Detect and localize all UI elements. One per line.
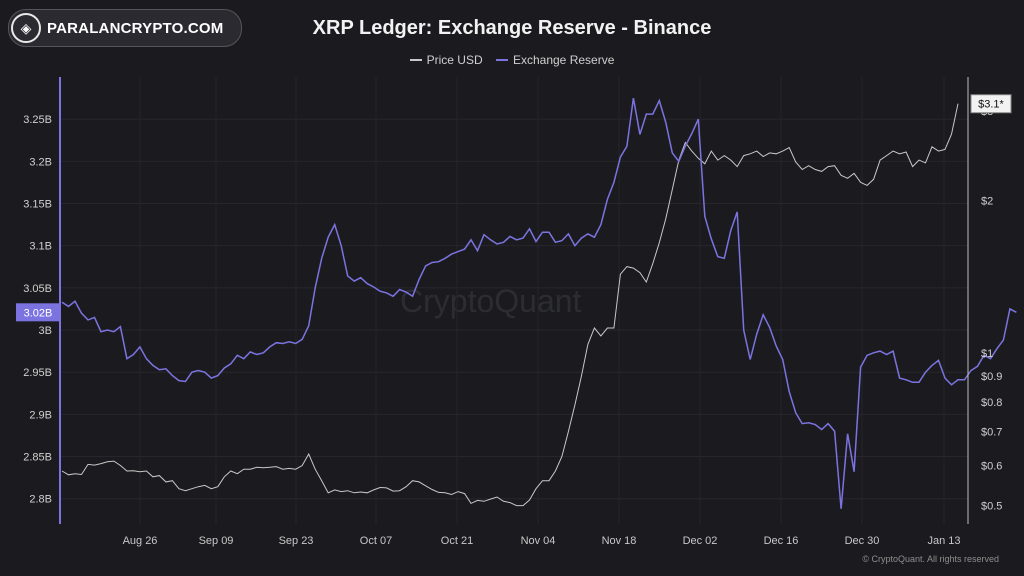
y-left-tick-label: 3.1B bbox=[29, 241, 52, 253]
y-right-tick-label: $2 bbox=[981, 195, 993, 207]
legend-price-label: Price USD bbox=[426, 53, 483, 67]
y-left-tick-label: 2.8B bbox=[29, 494, 52, 506]
watermark: CryptoQuant bbox=[400, 283, 582, 319]
legend-price-swatch bbox=[409, 59, 422, 61]
x-tick-label: Sep 09 bbox=[199, 535, 234, 547]
x-tick-label: Dec 16 bbox=[764, 535, 799, 547]
legend-reserve-label: Exchange Reserve bbox=[512, 53, 615, 67]
y-left-tick-label: 3.2B bbox=[29, 156, 52, 168]
x-tick-label: Oct 07 bbox=[360, 535, 392, 547]
grid-lines bbox=[60, 77, 968, 524]
x-tick-label: Oct 21 bbox=[441, 535, 473, 547]
x-tick-label: Sep 23 bbox=[279, 535, 314, 547]
x-tick-label: Nov 04 bbox=[521, 535, 556, 547]
y-left-tick-label: 3.05B bbox=[23, 283, 52, 295]
current-price-label: $3.1* bbox=[978, 99, 1004, 111]
legend-item-reserve[interactable]: Exchange Reserve bbox=[495, 53, 615, 67]
price-usd-line bbox=[61, 103, 959, 507]
copyright-text: © CryptoQuant. All rights reserved bbox=[862, 554, 999, 564]
logo-badge: ◈ PARALANCRYPTO.COM bbox=[8, 9, 242, 47]
x-tick-label: Jan 13 bbox=[927, 535, 960, 547]
chart-legend: Price USD Exchange Reserve bbox=[0, 50, 1024, 67]
x-tick-label: Nov 18 bbox=[602, 535, 637, 547]
current-reserve-label: 3.02B bbox=[24, 307, 53, 319]
exchange-reserve-line bbox=[61, 97, 1017, 509]
y-left-tick-label: 3.15B bbox=[23, 199, 52, 211]
y-right-tick-label: $0.9 bbox=[981, 371, 1002, 383]
y-right-tick-label: $0.5 bbox=[981, 501, 1002, 513]
y-right-tick-label: $0.8 bbox=[981, 397, 1002, 409]
logo-text: PARALANCRYPTO.COM bbox=[47, 19, 224, 37]
y-right-tick-label: $0.7 bbox=[981, 427, 1002, 439]
x-tick-label: Dec 30 bbox=[845, 535, 880, 547]
y-right-tick-label: $1 bbox=[981, 348, 993, 360]
chart-title: XRP Ledger: Exchange Reserve - Binance bbox=[312, 17, 712, 39]
x-tick-label: Aug 26 bbox=[123, 535, 158, 547]
x-tick-label: Dec 02 bbox=[683, 535, 718, 547]
y-left-tick-label: 3B bbox=[39, 325, 52, 337]
y-left-tick-label: 2.9B bbox=[29, 409, 52, 421]
legend-reserve-swatch bbox=[495, 59, 508, 61]
y-left-tick-label: 2.95B bbox=[23, 367, 52, 379]
legend-item-price[interactable]: Price USD bbox=[409, 53, 483, 67]
y-left-tick-label: 3.25B bbox=[23, 114, 52, 126]
current-price-badge bbox=[970, 94, 1012, 114]
y-right-tick-label: $0.6 bbox=[981, 460, 1002, 472]
y-left-tick-label: 2.85B bbox=[23, 452, 52, 464]
diamond-logo-icon: ◈ bbox=[11, 13, 41, 43]
current-reserve-badge bbox=[16, 303, 60, 322]
